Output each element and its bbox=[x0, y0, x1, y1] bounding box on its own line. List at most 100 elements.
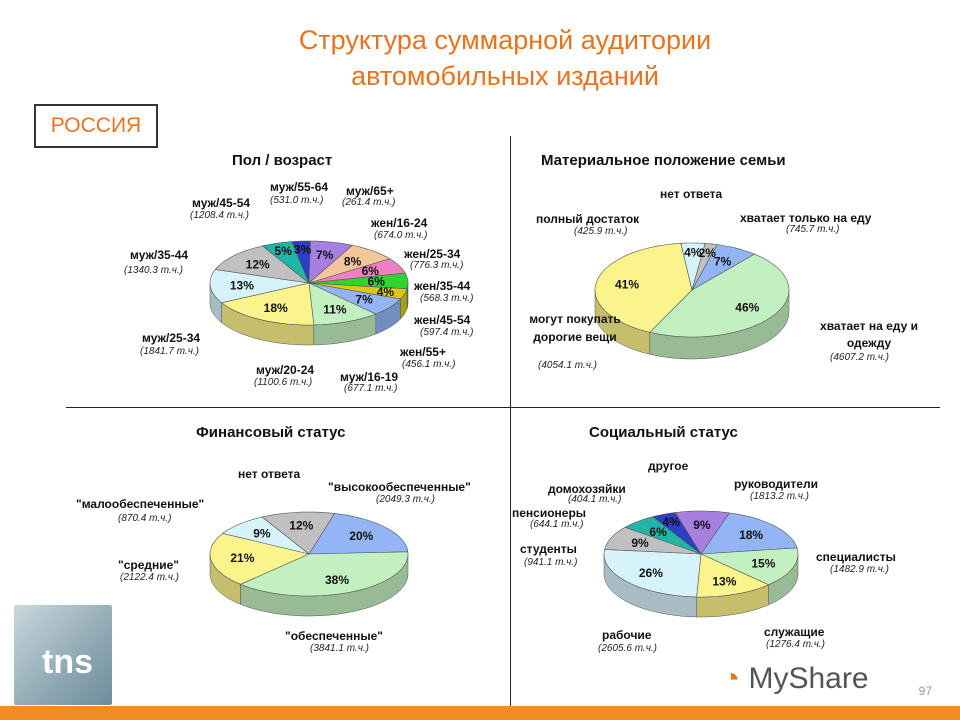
page-title: Структура суммарной аудитории автомобиль… bbox=[0, 22, 960, 94]
label-specialists: специалисты bbox=[816, 550, 896, 564]
pie-slice-3-6 bbox=[652, 512, 702, 555]
pie-pct-label-0-3: 6% bbox=[362, 264, 380, 278]
pie-pct-label-3-6: 4% bbox=[663, 515, 681, 529]
pie-slice-0-11 bbox=[261, 241, 310, 284]
pie-slice-0-1 bbox=[308, 240, 354, 284]
pie-slice-2-0 bbox=[308, 513, 409, 555]
title-line-2: автомобильных изданий bbox=[351, 61, 659, 91]
pie-pct-label-0-1: 7% bbox=[316, 248, 334, 262]
pie-pct-label-2-2: 21% bbox=[230, 551, 254, 565]
pie-slice-3-2 bbox=[696, 553, 770, 598]
sub-employees: (1276.4 т.ч.) bbox=[766, 639, 825, 650]
label-m65: муж/65+ bbox=[346, 184, 394, 198]
pie-pct-label-3-0: 18% bbox=[739, 528, 763, 542]
chart-title-gender-age: Пол / возраст bbox=[232, 152, 333, 169]
label-workers: рабочие bbox=[602, 628, 652, 642]
page-number: 97 bbox=[918, 684, 932, 698]
label-other: другое bbox=[648, 459, 689, 473]
sub-students: (941.1 т.ч.) bbox=[524, 557, 578, 568]
pie-slice-1-3 bbox=[680, 242, 706, 292]
sub-pensioners: (644.1 т.ч.) bbox=[530, 519, 584, 530]
pie-chart-financial: 20% 38% 21% 9% 12% bbox=[209, 511, 409, 617]
pie-pct-label-0-10: 12% bbox=[246, 258, 270, 272]
chart-title-social: Социальный статус bbox=[589, 424, 738, 441]
sub-m45-54: (1208.4 т.ч.) bbox=[190, 210, 249, 221]
sub-full: (425.9 т.ч.) bbox=[574, 226, 628, 237]
myshare-icon: ◔ bbox=[722, 662, 749, 695]
myshare-logo-text: MyShare bbox=[748, 662, 869, 695]
pie-chart-social: 18%15%13%26%9%6%4% 9% bbox=[603, 510, 799, 618]
pie-slice-0-2 bbox=[308, 244, 391, 284]
horizontal-divider bbox=[66, 407, 940, 408]
sub-f45-54: (597.4 т.ч.) bbox=[420, 327, 474, 338]
pie-pct-label-2-4: 12% bbox=[289, 519, 313, 533]
label-no-answer-material: нет ответа bbox=[660, 187, 723, 201]
pie-slice-3-4 bbox=[604, 526, 702, 555]
pie-slice-3-1 bbox=[700, 547, 799, 586]
sub-f55: (456.1 т.ч.) bbox=[402, 359, 456, 370]
label-f45-54: жен/45-54 bbox=[414, 313, 471, 327]
pie-slice-0-7 bbox=[308, 282, 377, 326]
pie-pct-label-1-4: 2% bbox=[699, 246, 717, 260]
pie-pct-label-3-1: 15% bbox=[751, 556, 775, 570]
bottom-bar bbox=[0, 706, 960, 720]
pie-pct-label-1-2: 41% bbox=[615, 278, 639, 292]
pie-chart-gender-age: 3% 7% 8%6%6%4%7%11%18%13%12%5% bbox=[209, 240, 409, 346]
pie-slice-3-5 bbox=[624, 516, 702, 555]
sub-food-only: (745.7 т.ч.) bbox=[786, 224, 840, 235]
sub-f35-44: (568.3 т.ч.) bbox=[420, 293, 474, 304]
pie-slice-1-1 bbox=[649, 253, 790, 338]
pie-slice-1-2 bbox=[594, 242, 693, 333]
sub-high: (2049.3 т.ч.) bbox=[376, 494, 435, 505]
label-managers: руководители bbox=[734, 477, 818, 491]
label-middle: "средние" bbox=[118, 558, 179, 572]
sub-specialists: (1482.9 т.ч.) bbox=[830, 564, 889, 575]
label-m20-24: муж/20-24 bbox=[256, 363, 315, 377]
sub-m16-19: (677.1 т.ч.) bbox=[344, 383, 398, 394]
region-box: РОССИЯ bbox=[34, 104, 158, 148]
label-m16-19: муж/16-19 bbox=[340, 370, 399, 384]
pie-slice-0-3 bbox=[308, 258, 406, 284]
sub-m35-44: (1340.3 т.ч.) bbox=[124, 265, 183, 276]
pie-pct-label-1-1: 46% bbox=[735, 300, 759, 314]
label-pensioners: пенсионеры bbox=[512, 506, 587, 520]
pie-pct-label-2-3: 9% bbox=[253, 527, 271, 541]
label-expensive: могут покупать дорогие вещи bbox=[529, 312, 621, 344]
pie-slice-2-2 bbox=[209, 533, 310, 585]
sub-low: (870.4 т.ч.) bbox=[118, 513, 172, 524]
pie-pct-label-3-7: 9% bbox=[693, 518, 711, 532]
sub-expensive: (4054.1 т.ч.) bbox=[538, 360, 597, 371]
pie-slice-0-9 bbox=[209, 269, 310, 304]
label-food-only: хватает только на еду bbox=[740, 211, 872, 225]
sub-food-clothes: (4607.2 т.ч.) bbox=[830, 352, 889, 363]
pie-pct-label-0-9: 13% bbox=[230, 278, 254, 292]
sub-m25-34: (1841.7 т.ч.) bbox=[140, 346, 199, 357]
label-m45-54: муж/45-54 bbox=[192, 196, 251, 210]
pie-slice-2-4 bbox=[261, 511, 336, 555]
pie-slice-0-10 bbox=[214, 245, 311, 284]
pie-pct-label-3-3: 26% bbox=[639, 566, 663, 580]
pie-pct-label-0-5: 4% bbox=[377, 285, 395, 299]
pie-slice-1-4 bbox=[691, 243, 718, 291]
label-full: полный достаток bbox=[536, 212, 640, 226]
vertical-divider bbox=[510, 136, 511, 706]
pie-pct-label-0-8: 18% bbox=[264, 301, 288, 315]
label-f55: жен/55+ bbox=[400, 345, 446, 359]
tns-logo-text: tns bbox=[42, 643, 93, 681]
label-m25-34: муж/25-34 bbox=[142, 331, 201, 345]
sub-workers: (2605.6 т.ч.) bbox=[598, 643, 657, 654]
label-students: студенты bbox=[520, 542, 577, 556]
label-food-clothes: хватает на еду и одежду bbox=[820, 319, 918, 350]
label-m55-64: муж/55-64 bbox=[270, 180, 329, 194]
pie-slice-2-1 bbox=[239, 551, 409, 597]
label-low: "малообеспеченные" bbox=[76, 497, 205, 511]
sub-housewives: (404.1 т.ч.) bbox=[568, 494, 622, 505]
sub-m20-24: (1100.6 т.ч.) bbox=[254, 377, 313, 388]
label-m35-44: муж/35-44 bbox=[130, 248, 189, 262]
pie-pct-label-2-1: 38% bbox=[325, 573, 349, 587]
chart-title-material: Материальное положение семьи bbox=[541, 152, 786, 169]
myshare-logo: ◔ MyShare bbox=[722, 662, 869, 696]
sub-f25-34: (776.3 т.ч.) bbox=[410, 260, 464, 271]
pie-slice-0-0 bbox=[291, 240, 311, 284]
chart-title-financial: Финансовый статус bbox=[196, 424, 346, 441]
